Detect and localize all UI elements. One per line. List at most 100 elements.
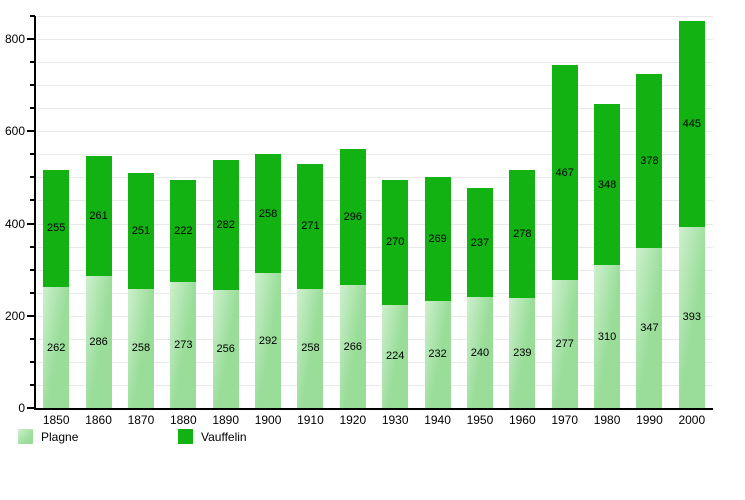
y-axis-label-400: 400 xyxy=(4,216,25,231)
y-tick-150 xyxy=(30,337,35,340)
bar-value-plagne-1870: 258 xyxy=(131,342,151,355)
x-axis-label-1980: 1980 xyxy=(593,413,621,427)
x-axis-label-1900: 1900 xyxy=(254,413,282,427)
bar-plagne-1870 xyxy=(127,288,154,408)
bar-value-plagne-1850: 262 xyxy=(47,341,66,354)
legend-swatch-vauffelin xyxy=(178,429,193,444)
y-tick-100 xyxy=(30,360,35,363)
bar-vauffelin-1890 xyxy=(212,159,239,290)
bar-value-vauffelin-2000: 445 xyxy=(682,118,701,131)
bar-vauffelin-1970 xyxy=(551,64,578,281)
y-tick-300 xyxy=(30,268,35,271)
bar-value-vauffelin-1970: 467 xyxy=(555,166,574,179)
bar-vauffelin-1950 xyxy=(466,187,493,298)
y-tick-50 xyxy=(30,383,35,386)
bar-value-vauffelin-1910: 271 xyxy=(301,220,320,233)
bar-value-vauffelin-1980: 348 xyxy=(597,178,617,191)
x-axis-label-1940: 1940 xyxy=(424,413,451,427)
x-axis xyxy=(34,408,713,410)
bar-vauffelin-1980 xyxy=(594,104,621,265)
bar-value-plagne-1930: 224 xyxy=(386,350,405,363)
bar-value-plagne-1910: 258 xyxy=(301,342,320,355)
gridline-300 xyxy=(37,269,713,271)
gridline-150 xyxy=(37,338,713,340)
gridline-850 xyxy=(37,15,713,17)
x-axis-label-1970: 1970 xyxy=(551,413,579,427)
gridline-450 xyxy=(37,200,713,202)
bar-vauffelin-1960 xyxy=(509,169,536,298)
y-tick-400 xyxy=(27,222,35,225)
y-axis-label-200: 200 xyxy=(4,308,25,323)
gridline-200 xyxy=(37,315,713,317)
bar-vauffelin-1880 xyxy=(170,179,197,283)
bar-plagne-1970 xyxy=(551,280,578,408)
bar-value-vauffelin-1900: 258 xyxy=(258,207,278,220)
x-axis-label-1950: 1950 xyxy=(466,413,494,427)
x-axis-label-1850: 1850 xyxy=(42,413,70,427)
bar-value-plagne-1860: 286 xyxy=(89,336,108,349)
bar-value-plagne-1980: 310 xyxy=(597,330,617,343)
bar-vauffelin-2000 xyxy=(678,21,705,227)
y-tick-500 xyxy=(30,176,35,179)
gridline-400 xyxy=(37,223,713,225)
gridline-100 xyxy=(37,361,713,363)
bar-value-plagne-1900: 292 xyxy=(258,334,278,347)
bar-vauffelin-1850 xyxy=(43,169,70,288)
x-axis-label-1890: 1890 xyxy=(212,413,240,427)
bar-vauffelin-1900 xyxy=(255,154,282,274)
bar-vauffelin-1860 xyxy=(85,155,112,277)
x-axis-label-1910: 1910 xyxy=(297,413,324,427)
bar-vauffelin-1910 xyxy=(297,163,324,289)
y-tick-550 xyxy=(30,153,35,156)
x-axis-label-2000: 2000 xyxy=(678,413,706,427)
bar-value-plagne-1890: 256 xyxy=(216,342,235,355)
gridline-750 xyxy=(37,62,713,64)
y-tick-450 xyxy=(30,199,35,202)
gridline-250 xyxy=(37,292,713,294)
bar-value-plagne-1970: 277 xyxy=(555,338,574,351)
legend-swatch-plagne xyxy=(18,429,33,444)
bar-value-vauffelin-1940: 269 xyxy=(428,232,447,245)
bar-vauffelin-1920 xyxy=(339,148,366,286)
legend-label-vauffelin: Vauffelin xyxy=(201,430,247,444)
y-tick-750 xyxy=(30,61,35,64)
gridline-800 xyxy=(37,39,713,40)
bar-vauffelin-1870 xyxy=(127,173,154,289)
bar-value-plagne-1950: 240 xyxy=(470,346,490,359)
gridline-50 xyxy=(37,384,713,386)
bar-plagne-1850 xyxy=(43,287,70,408)
bar-plagne-1950 xyxy=(466,297,493,408)
y-tick-0 xyxy=(27,407,35,409)
bar-plagne-1880 xyxy=(170,282,197,408)
x-axis-label-1880: 1880 xyxy=(169,413,197,427)
bar-plagne-1890 xyxy=(212,289,239,408)
bar-value-vauffelin-1990: 378 xyxy=(640,154,659,167)
bar-value-plagne-1990: 347 xyxy=(640,321,659,334)
gridline-350 xyxy=(37,246,713,248)
gridline-600 xyxy=(37,131,713,133)
gridline-650 xyxy=(37,108,713,110)
y-axis xyxy=(34,15,36,410)
bar-value-vauffelin-1930: 270 xyxy=(386,236,405,249)
y-tick-700 xyxy=(30,84,35,87)
x-axis-label-1960: 1960 xyxy=(508,413,536,427)
bar-plagne-1960 xyxy=(509,297,536,408)
bar-plagne-1920 xyxy=(339,285,366,408)
bar-plagne-1910 xyxy=(297,288,324,408)
y-tick-850 xyxy=(30,14,35,17)
bar-plagne-1860 xyxy=(85,276,112,408)
y-tick-600 xyxy=(27,130,35,133)
bar-value-plagne-1960: 239 xyxy=(513,346,532,359)
bar-value-plagne-1940: 232 xyxy=(428,348,447,361)
y-tick-350 xyxy=(30,245,35,248)
gridline-500 xyxy=(37,177,713,179)
bar-value-vauffelin-1870: 251 xyxy=(131,225,151,238)
bar-value-vauffelin-1860: 261 xyxy=(89,209,108,222)
bar-vauffelin-1930 xyxy=(382,180,409,305)
y-axis-label-600: 600 xyxy=(4,124,25,139)
bar-value-vauffelin-1960: 278 xyxy=(513,227,532,240)
y-tick-650 xyxy=(30,107,35,110)
gridline-550 xyxy=(37,154,713,156)
bar-vauffelin-1940 xyxy=(424,176,451,301)
